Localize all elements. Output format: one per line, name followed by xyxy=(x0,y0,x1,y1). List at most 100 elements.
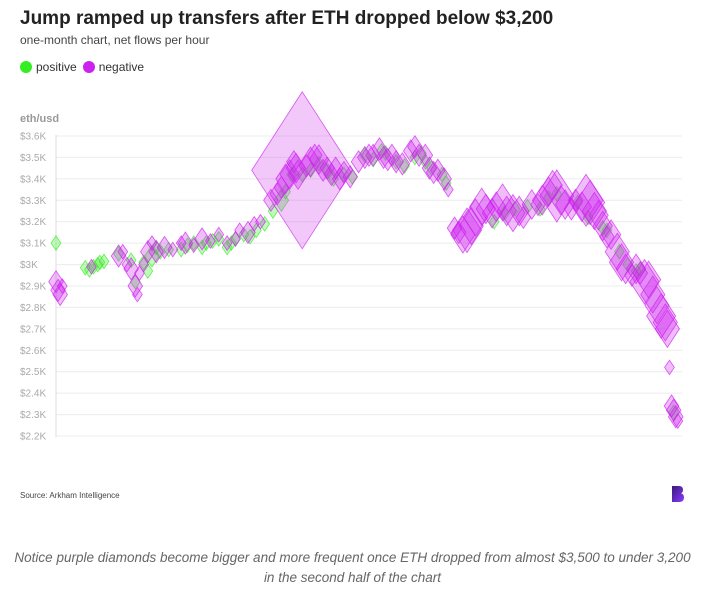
negative-diamond-point xyxy=(442,181,454,198)
negative-diamond-point xyxy=(411,143,427,168)
negative-diamond-point xyxy=(194,227,210,251)
negative-diamond-point xyxy=(148,239,164,264)
negative-diamond-point xyxy=(407,134,423,159)
legend-item-positive[interactable]: positive xyxy=(20,60,77,74)
negative-diamond-point xyxy=(436,167,452,191)
y-tick-label: $3.1K xyxy=(20,239,46,250)
y-axis-ticks: $2.2K $2.3K $2.4K $2.5K $2.6K $2.7K $2.8K $2.9K… xyxy=(20,132,46,443)
negative-diamond-point xyxy=(167,241,179,258)
positive-diamond-point xyxy=(125,252,137,269)
positive-diamond-point xyxy=(225,235,237,252)
negative-diamond-point xyxy=(177,231,194,255)
y-tick-label: $3K xyxy=(20,260,38,271)
negative-diamond-point xyxy=(542,169,563,201)
negative-diamond-point xyxy=(221,235,233,252)
negative-diamond-point xyxy=(110,244,127,268)
negative-diamond-point xyxy=(654,309,680,349)
positive-diamond-point xyxy=(614,243,625,260)
negative-diamond-point xyxy=(554,189,576,221)
negative-diamond-point xyxy=(50,278,66,303)
positive-swatch-icon xyxy=(20,61,32,73)
negative-diamond-point xyxy=(608,243,635,282)
legend-item-negative[interactable]: negative xyxy=(82,60,145,74)
negative-diamond-point xyxy=(156,235,173,260)
negative-diamond-point xyxy=(315,158,331,183)
positive-diamond-point xyxy=(273,188,290,213)
positive-diamond-point xyxy=(328,170,339,187)
negative-diamond-point xyxy=(417,143,434,168)
legend-label-negative: negative xyxy=(98,60,145,74)
negative-diamond-point xyxy=(452,207,483,254)
negative-diamond-point xyxy=(52,282,68,307)
positive-diamond-point xyxy=(98,253,110,270)
negative-diamond-point xyxy=(117,243,129,260)
chart-subtitle: one-month chart, net flows per hour xyxy=(20,33,210,47)
legend-label-positive: positive xyxy=(36,60,77,74)
negative-diamond-point xyxy=(255,213,266,230)
positive-diamond-point xyxy=(88,258,99,275)
positive-diamond-point xyxy=(50,235,62,252)
gridlines xyxy=(56,135,682,437)
negative-diamond-point xyxy=(357,145,373,170)
caption: Notice purple diamonds become bigger and… xyxy=(14,550,691,585)
negative-swatch-icon xyxy=(82,61,95,73)
negative-diamond-point xyxy=(138,256,150,273)
y-tick-label: $3.5K xyxy=(20,153,46,164)
positive-diamond-point xyxy=(259,215,271,232)
negative-diamond-point xyxy=(56,278,68,294)
legend: positive negative xyxy=(20,60,150,74)
y-tick-label: $2.3K xyxy=(20,410,46,421)
positive-diamond-point xyxy=(359,147,371,164)
negative-diamond-point xyxy=(342,164,359,189)
positive-diamond-point xyxy=(419,153,431,170)
positive-diamond-point xyxy=(572,194,584,211)
positive-diamond-point xyxy=(601,222,613,239)
negative-diamond-point xyxy=(550,184,572,216)
negative-diamond-point xyxy=(581,191,607,231)
y-tick-label: $3.4K xyxy=(20,174,46,185)
scatter-chart: $2.2K $2.3K $2.4K $2.5K $2.6K $2.7K $2.8K $2.9K… xyxy=(20,91,684,443)
y-tick-label: $2.2K xyxy=(20,432,46,443)
positive-diamond-point xyxy=(597,220,609,237)
negative-diamond-point xyxy=(588,199,609,231)
negative-diamond-point xyxy=(375,145,392,170)
positive-diamond-point xyxy=(440,175,452,192)
negative-diamond-point xyxy=(127,274,144,298)
positive-diamond-point xyxy=(113,245,124,262)
y-axis-title: eth/usd xyxy=(20,113,60,125)
y-tick-label: $3.3K xyxy=(20,196,46,207)
negative-diamond-point xyxy=(521,189,542,221)
negative-diamond-point xyxy=(269,182,285,206)
negative-diamond-point xyxy=(140,239,156,264)
negative-diamond-point xyxy=(600,219,622,251)
negative-diamond-point xyxy=(131,286,143,303)
negative-diamond-point xyxy=(640,275,666,314)
negative-diamond-point xyxy=(336,160,352,185)
negative-diamond-point xyxy=(672,413,684,429)
negative-diamond-point xyxy=(458,206,484,246)
negative-diamond-point xyxy=(636,260,662,299)
y-tick-label: $2.7K xyxy=(20,324,46,335)
negative-diamond-point xyxy=(205,233,216,249)
brand-logo-icon xyxy=(672,486,684,502)
source-note: Source: Arkham Intelligence xyxy=(20,491,120,500)
positive-diamond-point xyxy=(79,259,91,276)
y-tick-label: $2.8K xyxy=(20,303,46,314)
positive-diamond-point xyxy=(188,235,200,252)
y-tick-label: $2.6K xyxy=(20,346,46,357)
y-tick-label: $2.9K xyxy=(20,282,46,293)
negative-diamond-point xyxy=(287,159,309,191)
positive-diamond-point xyxy=(142,263,154,279)
y-tick-label: $2.4K xyxy=(20,389,46,400)
y-tick-label: $3.6K xyxy=(20,132,46,143)
positive-diamond-point xyxy=(175,241,187,258)
positive-diamond-point xyxy=(399,158,410,174)
negative-diamond-point xyxy=(425,160,442,185)
negative-diamond-point xyxy=(175,235,187,252)
negative-diamond-point xyxy=(306,143,323,168)
positive-diamond-point xyxy=(244,228,256,245)
negative-diamond-point xyxy=(146,235,158,252)
negative-diamond-point xyxy=(285,152,307,184)
negative-diamond-point xyxy=(664,359,675,376)
positive-diamond-point xyxy=(499,205,511,222)
